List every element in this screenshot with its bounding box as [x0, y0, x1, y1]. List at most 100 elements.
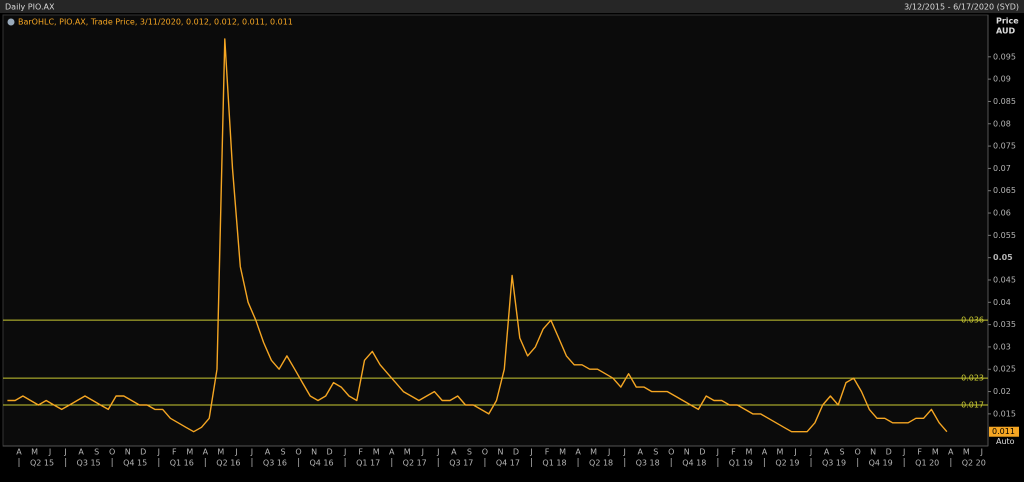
x-tick-label: J — [607, 448, 610, 457]
x-tick-label: A — [16, 448, 22, 457]
x-tick-label: M — [745, 448, 752, 457]
x-tick-label: A — [637, 448, 643, 457]
quarter-label: Q2 15 — [30, 459, 54, 468]
x-tick-label: A — [948, 448, 954, 457]
y-tick-label: 0.09 — [993, 75, 1011, 84]
quarter-label: Q3 18 — [636, 459, 660, 468]
y-tick-label: 0.08 — [993, 119, 1011, 128]
x-tick-label: F — [731, 448, 736, 457]
x-tick-label: S — [94, 448, 99, 457]
x-tick-label: F — [358, 448, 363, 457]
x-tick-label: D — [327, 448, 333, 457]
date-range: 3/12/2015 - 6/17/2020 (SYD) — [904, 3, 1019, 12]
quarter-label: Q1 17 — [356, 459, 380, 468]
x-tick-label: F — [172, 448, 177, 457]
x-tick-label: N — [497, 448, 503, 457]
quarter-label: Q1 19 — [729, 459, 753, 468]
x-tick-label: M — [31, 448, 38, 457]
last-price-box — [989, 426, 1019, 437]
quarter-label: Q4 16 — [309, 459, 333, 468]
x-tick-label: J — [793, 448, 796, 457]
x-tick-label: A — [78, 448, 84, 457]
x-tick-label: D — [140, 448, 146, 457]
x-tick-label: M — [590, 448, 597, 457]
x-tick-label: A — [575, 448, 581, 457]
legend-text: BarOHLC, PIO.AX, Trade Price, 3/11/2020,… — [18, 18, 293, 27]
x-tick-label: N — [870, 448, 876, 457]
quarter-label: Q2 18 — [589, 459, 613, 468]
x-tick-label: A — [762, 448, 768, 457]
x-tick-label: O — [109, 448, 115, 457]
y-tick-label: 0.035 — [993, 320, 1016, 329]
x-tick-label: J — [529, 448, 532, 457]
x-tick-label: J — [809, 448, 812, 457]
x-tick-label: N — [125, 448, 131, 457]
y-tick-label: 0.095 — [993, 52, 1016, 61]
x-tick-label: A — [451, 448, 457, 457]
x-tick-label: D — [886, 448, 892, 457]
x-tick-label: S — [653, 448, 658, 457]
quarter-label: Q4 17 — [496, 459, 520, 468]
y-tick-label: 0.065 — [993, 186, 1016, 195]
y-tick-label: 0.06 — [993, 209, 1011, 218]
x-tick-label: O — [668, 448, 674, 457]
x-tick-label: M — [559, 448, 566, 457]
x-tick-label: M — [963, 448, 970, 457]
x-tick-label: F — [545, 448, 550, 457]
quarter-label: Q2 16 — [216, 459, 240, 468]
reference-label: 0.017 — [961, 400, 984, 409]
price-line — [7, 38, 948, 433]
x-tick-label: S — [467, 448, 472, 457]
x-tick-label: M — [373, 448, 380, 457]
x-tick-label: A — [203, 448, 209, 457]
x-tick-label: J — [716, 448, 719, 457]
x-tick-label: N — [684, 448, 690, 457]
y-tick-label: 0.05 — [993, 253, 1013, 262]
x-tick-label: J — [622, 448, 625, 457]
x-tick-label: M — [217, 448, 224, 457]
x-tick-label: F — [917, 448, 922, 457]
quarter-label: Q2 19 — [775, 459, 799, 468]
y-axis-label: AUD — [996, 27, 1015, 36]
quarter-label: Q3 16 — [263, 459, 287, 468]
y-axis-label: Price — [996, 17, 1019, 26]
x-tick-label: J — [234, 448, 237, 457]
y-tick-label: 0.02 — [993, 387, 1011, 396]
y-tick-label: 0.03 — [993, 342, 1011, 351]
chart-title: Daily PIO.AX — [5, 3, 55, 12]
x-tick-label: O — [482, 448, 488, 457]
header-bar — [0, 0, 1024, 13]
x-tick-label: O — [295, 448, 301, 457]
x-tick-label: A — [824, 448, 830, 457]
x-tick-label: M — [404, 448, 411, 457]
quarter-label: Q3 15 — [77, 459, 101, 468]
y-tick-label: 0.085 — [993, 97, 1016, 106]
y-tick-label: 0.025 — [993, 365, 1016, 374]
y-tick-label: 0.075 — [993, 142, 1016, 151]
quarter-label: Q4 18 — [682, 459, 706, 468]
x-tick-label: M — [777, 448, 784, 457]
x-tick-label: D — [513, 448, 519, 457]
x-tick-label: J — [980, 448, 983, 457]
x-tick-label: O — [854, 448, 860, 457]
x-tick-label: D — [699, 448, 705, 457]
x-tick-label: S — [840, 448, 845, 457]
x-tick-label: J — [250, 448, 253, 457]
x-tick-label: J — [48, 448, 51, 457]
x-tick-label: M — [932, 448, 939, 457]
y-tick-label: 0.055 — [993, 231, 1016, 240]
quarter-label: Q1 20 — [915, 459, 939, 468]
x-tick-label: A — [389, 448, 395, 457]
y-tick-label: 0.015 — [993, 409, 1016, 418]
y-tick-label: 0.04 — [993, 298, 1011, 307]
x-tick-label: J — [343, 448, 346, 457]
x-tick-label: S — [280, 448, 285, 457]
last-price-label: 0.011 — [992, 427, 1015, 436]
x-tick-label: J — [421, 448, 424, 457]
x-tick-label: A — [265, 448, 271, 457]
legend-icon[interactable] — [7, 18, 15, 26]
quarter-label: Q3 17 — [449, 459, 473, 468]
x-tick-label: M — [186, 448, 193, 457]
reference-label: 0.036 — [961, 316, 984, 325]
